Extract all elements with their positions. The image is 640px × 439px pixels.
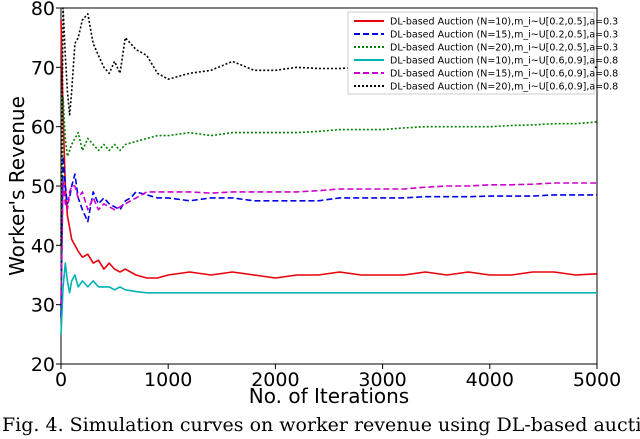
x-tick-label: 1000 [144,369,192,391]
legend-label-5: DL-based Auction (N=15),m_i~U[0.6,0.9],a… [390,69,618,80]
series-line-1 [60,19,598,279]
y-tick-label: 40 [31,235,55,257]
legend-box [347,11,595,95]
x-tick-label: 4000 [466,369,514,391]
y-tick-label: 30 [31,295,55,317]
y-tick-label: 80 [31,0,55,20]
x-axis-ticks: 0 1000 2000 3000 4000 5000 [55,364,621,391]
series-line-3 [60,96,598,305]
legend-label-2: DL-based Auction (N=15),m_i~U[0.2,0.5],a… [390,30,618,41]
legend-label-6: DL-based Auction (N=20),m_i~U[0.6,0.9],a… [390,82,618,93]
x-axis-title: No. of Iterations [249,384,409,408]
y-tick-label: 20 [31,354,55,376]
legend-label-1: DL-based Auction (N=10),m_i~U[0.2,0.5],a… [390,17,618,28]
series-line-4 [60,262,597,335]
x-tick-label: 0 [55,369,67,391]
y-tick-label: 70 [31,57,55,79]
legend-label-3: DL-based Auction (N=20),m_i~U[0.2,0.5],a… [390,43,618,54]
legend-label-4: DL-based Auction (N=10),m_i~U[0.6,0.9],a… [390,56,618,67]
legend: DL-based Auction (N=10),m_i~U[0.2,0.5],a… [347,11,618,95]
x-tick-label: 3000 [358,369,406,391]
revenue-line-chart: 0 1000 2000 3000 4000 5000 20 30 40 50 60 70 80 No.… [5,0,621,408]
x-tick-label: 5000 [573,369,621,391]
y-tick-label: 60 [31,117,55,139]
x-tick-label: 2000 [251,369,299,391]
series-line-5 [60,179,597,305]
y-tick-label: 50 [31,176,55,198]
y-axis-ticks: 20 30 40 50 60 70 80 [31,0,61,376]
figure-caption: Fig. 4. Simulation curves on worker reve… [2,414,640,436]
y-axis-title: Worker's Revenue [5,96,29,276]
series-line-6 [60,7,597,246]
series-layer [60,7,598,335]
